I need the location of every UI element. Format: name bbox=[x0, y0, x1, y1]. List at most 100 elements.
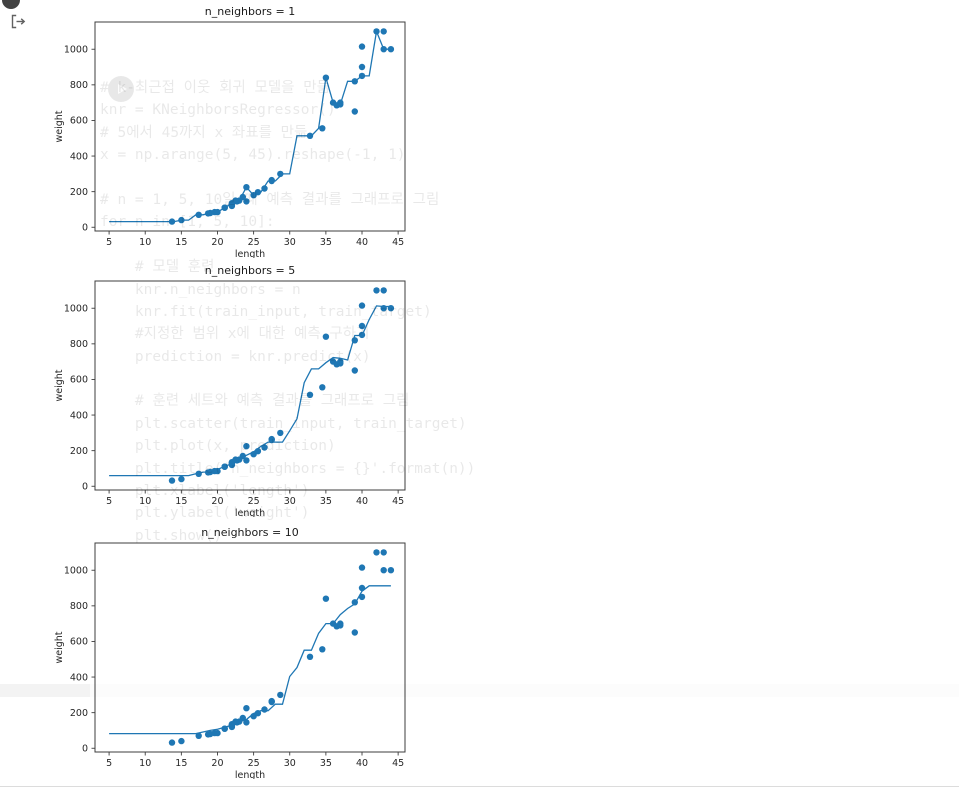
scatter-point bbox=[380, 305, 387, 312]
x-tick-label: 20 bbox=[211, 237, 223, 248]
scatter-point bbox=[337, 358, 344, 365]
axes-frame bbox=[94, 542, 406, 753]
x-tick-label: 30 bbox=[284, 758, 296, 769]
chart-title: n_neighbors = 1 bbox=[205, 5, 295, 18]
y-tick-label: 0 bbox=[82, 481, 88, 492]
y-tick-label: 200 bbox=[70, 708, 88, 719]
scatter-point bbox=[351, 108, 358, 115]
scatter-point bbox=[306, 132, 314, 139]
y-tick-label: 200 bbox=[70, 187, 88, 198]
chart-title: n_neighbors = 10 bbox=[201, 526, 298, 539]
scatter-point bbox=[232, 718, 239, 725]
scatter-point bbox=[387, 567, 395, 574]
x-tick-label: 45 bbox=[392, 496, 404, 507]
figure-n-neighbors-10: n_neighbors = 10 5 10 15 20 25 30 35 40 45 0 200 400… bbox=[54, 526, 406, 779]
scatter-point bbox=[306, 391, 314, 398]
y-tick-label: 1000 bbox=[64, 44, 88, 55]
scatter-point bbox=[243, 184, 250, 191]
scatter-point bbox=[373, 549, 380, 556]
scatter-point bbox=[261, 444, 268, 451]
scatter-point bbox=[351, 629, 358, 636]
scatter-point bbox=[358, 322, 366, 330]
scatter-point bbox=[337, 620, 344, 627]
scatter-point bbox=[207, 468, 214, 476]
scatter-point bbox=[373, 28, 380, 35]
x-tick-label: 35 bbox=[320, 496, 332, 507]
scatter-point bbox=[373, 287, 380, 294]
scatter-point bbox=[358, 63, 366, 71]
y-axis-label: weight bbox=[54, 631, 65, 663]
x-axis-label: length bbox=[235, 508, 265, 517]
scatter-point bbox=[221, 463, 228, 470]
scatter-point bbox=[168, 477, 176, 484]
y-tick-label: 800 bbox=[70, 601, 88, 612]
scatter-point bbox=[277, 691, 284, 699]
y-axis-label: weight bbox=[54, 369, 65, 401]
scatter-point bbox=[168, 218, 176, 225]
y-tick-label: 0 bbox=[82, 222, 88, 233]
scatter-point bbox=[214, 729, 221, 737]
y-tick-label: 0 bbox=[82, 743, 88, 754]
scatter-point bbox=[228, 723, 236, 731]
x-tick-label: 5 bbox=[106, 496, 112, 507]
scatter-point bbox=[232, 197, 239, 204]
x-tick-label: 25 bbox=[248, 496, 260, 507]
scatter-point bbox=[351, 367, 358, 374]
scatter-point bbox=[243, 719, 250, 726]
x-tick-label: 45 bbox=[392, 237, 404, 248]
axes-frame bbox=[94, 21, 406, 232]
scatter-point bbox=[243, 457, 250, 464]
cell-output-icon[interactable] bbox=[11, 14, 26, 29]
x-axis-label: length bbox=[235, 770, 265, 779]
faint-horizontal-band bbox=[0, 684, 959, 697]
scatter-point bbox=[306, 653, 314, 660]
x-tick-label: 15 bbox=[175, 237, 187, 248]
run-cell-button[interactable] bbox=[2, 0, 20, 9]
icon-bracket-path bbox=[11, 14, 17, 29]
y-axis-label: weight bbox=[54, 110, 65, 142]
scatter-point bbox=[319, 646, 326, 653]
prediction-line bbox=[109, 305, 391, 477]
scatter-point bbox=[351, 599, 358, 606]
x-tick-label: 5 bbox=[106, 758, 112, 769]
scatter-point bbox=[358, 331, 366, 339]
scatter-point bbox=[232, 456, 239, 463]
scatter-point bbox=[221, 725, 228, 732]
x-tick-label: 5 bbox=[106, 237, 112, 248]
x-tick-label: 35 bbox=[320, 237, 332, 248]
x-tick-label: 15 bbox=[175, 496, 187, 507]
scatter-point bbox=[178, 216, 185, 224]
scatter-point bbox=[195, 470, 202, 477]
scatter-point bbox=[277, 170, 284, 178]
scatter-point bbox=[168, 739, 176, 746]
scatter-point bbox=[322, 74, 330, 81]
x-tick-label: 20 bbox=[211, 496, 223, 507]
scatter-point bbox=[243, 443, 250, 450]
scatter-point bbox=[214, 467, 221, 475]
scatter-point bbox=[322, 595, 330, 602]
scatter-point bbox=[380, 46, 387, 53]
scatter-point bbox=[322, 333, 330, 340]
x-tick-label: 25 bbox=[248, 758, 260, 769]
scatter-point bbox=[358, 584, 366, 592]
scatter-point bbox=[358, 593, 366, 601]
scatter-point bbox=[221, 204, 228, 211]
scatter-point bbox=[337, 99, 344, 106]
scatter-point bbox=[254, 710, 262, 717]
scatter-point bbox=[277, 429, 284, 437]
y-tick-label: 600 bbox=[70, 637, 88, 648]
scatter-point bbox=[380, 549, 387, 556]
chart-title: n_neighbors = 5 bbox=[205, 264, 295, 277]
scatter-point bbox=[207, 730, 214, 738]
icon-arrow-head bbox=[20, 18, 26, 25]
scatter-point bbox=[380, 287, 387, 294]
scatter-point bbox=[380, 567, 387, 574]
y-tick-label: 800 bbox=[70, 339, 88, 350]
y-tick-label: 600 bbox=[70, 116, 88, 127]
x-tick-label: 30 bbox=[284, 496, 296, 507]
scatter-point bbox=[254, 448, 262, 455]
scatter-point bbox=[261, 706, 268, 713]
x-tick-label: 45 bbox=[392, 758, 404, 769]
